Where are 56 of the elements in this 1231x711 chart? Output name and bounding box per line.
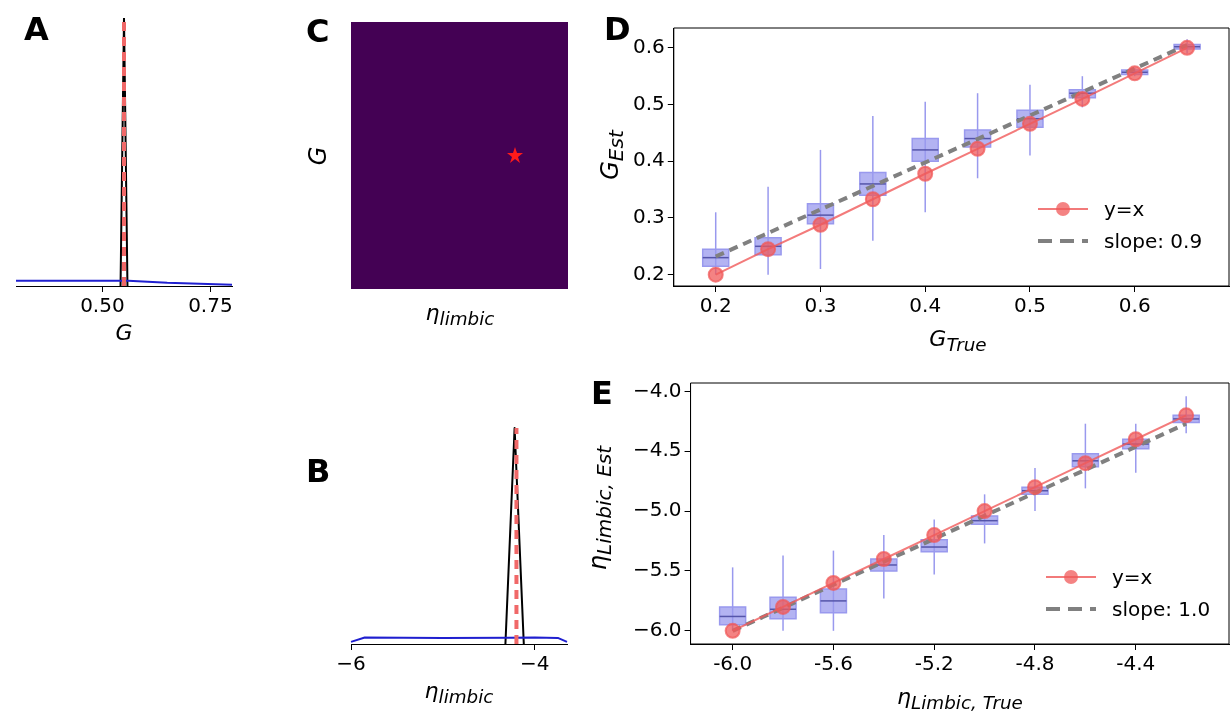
x-tick-label: -4.4	[1116, 651, 1156, 676]
point	[917, 165, 934, 182]
x-tick-label: 0.2	[699, 293, 732, 318]
x-tick-label: 0.50	[80, 293, 125, 318]
x-tick-label: 0.75	[188, 293, 233, 318]
legend-label: slope: 0.9	[1104, 229, 1203, 253]
point	[1026, 479, 1043, 496]
point	[1074, 90, 1091, 107]
x-tick-label: −6	[336, 651, 366, 676]
point	[1077, 455, 1094, 472]
x-tick-label: -5.2	[914, 651, 954, 676]
x-tick-label: −4	[520, 651, 550, 676]
point	[812, 216, 829, 233]
x-axis-title: G$_{True}$	[929, 326, 987, 356]
point	[926, 527, 943, 544]
point	[875, 551, 892, 567]
y-tick-label: −4.0	[632, 377, 682, 402]
y-tick-label: −5.0	[632, 497, 682, 522]
chart-title: D	[604, 10, 631, 48]
chart-title: E	[591, 374, 613, 412]
x-tick-label: -6.0	[713, 651, 753, 676]
y-tick-label: 0.5	[632, 90, 665, 115]
text: η$_{limbic}$	[425, 300, 495, 330]
point	[1179, 39, 1196, 56]
legend-label: y=x	[1104, 197, 1145, 221]
text: C	[306, 12, 330, 50]
x-tick-label: 0.4	[909, 293, 942, 318]
y-tick-label: 0.4	[632, 147, 665, 172]
point	[707, 266, 724, 283]
point	[1127, 431, 1144, 448]
text: G	[304, 146, 332, 166]
point	[1178, 407, 1195, 424]
text: B	[306, 452, 331, 490]
point	[825, 574, 842, 591]
x-axis-title: G	[115, 320, 133, 345]
point	[1126, 65, 1143, 82]
point	[724, 622, 741, 639]
x-tick-label: -5.6	[813, 651, 853, 676]
x-tick-label: -4.8	[1015, 651, 1055, 676]
x-tick-label: 0.5	[1014, 293, 1046, 318]
x-tick-label: 0.3	[804, 293, 837, 318]
point	[864, 191, 881, 208]
y-tick-label: 0.3	[632, 204, 665, 229]
chart-title: A	[24, 10, 49, 48]
legend-label: y=x	[1112, 565, 1153, 589]
x-axis-title: η$_{limbic}$	[424, 678, 494, 708]
y-tick-label: −6.0	[632, 617, 682, 642]
point	[969, 140, 986, 157]
y-tick-label: −5.5	[632, 557, 682, 582]
y-tick-label: 0.2	[632, 260, 665, 285]
x-tick-label: 0.6	[1118, 293, 1151, 318]
y-tick-label: 0.6	[632, 34, 665, 59]
x-axis-title: η$_{Limbic, True}$	[897, 684, 1023, 711]
y-tick-label: −4.5	[632, 437, 682, 462]
legend-label: slope: 1.0	[1112, 597, 1211, 621]
point	[976, 503, 993, 520]
